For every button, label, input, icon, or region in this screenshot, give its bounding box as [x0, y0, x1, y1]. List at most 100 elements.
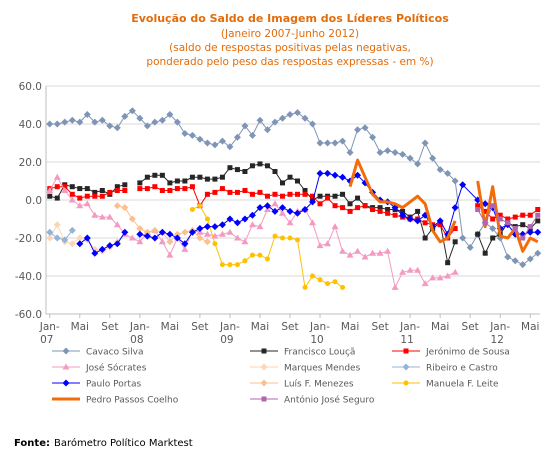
- data-point: [68, 196, 76, 203]
- data-point: [482, 250, 488, 256]
- data-point: [535, 218, 541, 224]
- data-point: [377, 205, 383, 211]
- data-point: [151, 118, 159, 126]
- data-point: [512, 226, 518, 231]
- data-point: [76, 202, 84, 209]
- data-point: [361, 253, 369, 260]
- data-point: [113, 221, 121, 228]
- legend-label: Pedro Passos Coelho: [86, 396, 179, 406]
- data-point: [181, 240, 189, 248]
- y-tick-label: 60.0: [19, 81, 42, 93]
- data-point: [339, 137, 347, 145]
- data-point: [271, 200, 279, 207]
- source-text: Barómetro Político Marktest: [54, 437, 193, 449]
- data-point: [339, 173, 347, 181]
- data-point: [84, 193, 90, 199]
- x-tick-label: Set: [101, 321, 118, 333]
- data-point: [158, 238, 166, 245]
- data-point: [167, 188, 173, 193]
- data-point: [69, 184, 75, 190]
- data-point: [271, 207, 279, 215]
- data-point: [414, 266, 422, 273]
- data-point: [92, 193, 98, 199]
- data-point: [475, 231, 481, 237]
- data-point: [234, 167, 240, 173]
- data-point: [340, 205, 346, 211]
- data-point: [302, 191, 308, 197]
- data-point: [279, 180, 285, 186]
- legend-swatch-marker: [402, 363, 410, 371]
- data-point: [166, 238, 174, 246]
- x-tick-label: Set: [371, 321, 388, 333]
- data-point: [497, 216, 503, 222]
- data-point: [204, 176, 210, 182]
- data-point: [436, 274, 444, 281]
- legend-label: Francisco Louçã: [284, 348, 355, 358]
- legend-item: Ribeiro e Castro: [392, 363, 498, 374]
- data-point: [91, 211, 99, 218]
- data-point: [211, 223, 219, 231]
- data-point: [317, 277, 323, 283]
- x-tick-label: Set: [462, 321, 479, 333]
- data-point: [331, 171, 339, 179]
- legend-label: Marques Mendes: [284, 364, 361, 374]
- data-point: [68, 116, 76, 124]
- data-point: [490, 235, 496, 241]
- data-point: [46, 228, 54, 236]
- data-point: [519, 261, 527, 269]
- data-point: [212, 176, 218, 182]
- series-line: [49, 230, 73, 241]
- data-point: [362, 203, 368, 209]
- legend: Cavaco Silva Francisco Louçã Jerónimo de S…: [52, 347, 510, 406]
- data-point: [256, 204, 264, 212]
- data-point: [459, 234, 467, 242]
- data-point: [316, 169, 324, 177]
- data-point: [451, 204, 459, 212]
- data-point: [257, 189, 263, 195]
- data-point: [406, 215, 414, 223]
- data-point: [451, 177, 459, 185]
- data-point: [391, 149, 399, 156]
- legend-item: José Sócrates: [52, 363, 147, 374]
- data-point: [534, 249, 542, 257]
- data-point: [278, 204, 286, 212]
- y-tick-label: 0.0: [25, 195, 42, 207]
- data-point: [189, 207, 195, 212]
- data-point: [113, 240, 121, 248]
- data-point: [437, 222, 443, 228]
- data-point: [331, 139, 339, 147]
- data-point: [400, 208, 406, 214]
- data-point: [347, 208, 353, 214]
- data-point: [121, 204, 129, 212]
- data-point: [377, 208, 383, 214]
- data-point: [98, 245, 106, 253]
- data-point: [61, 187, 69, 193]
- data-point: [301, 206, 309, 213]
- data-point: [114, 184, 120, 190]
- data-point: [526, 255, 534, 263]
- data-point: [287, 191, 293, 197]
- data-point: [166, 251, 174, 258]
- data-point: [113, 124, 121, 132]
- data-point: [264, 163, 270, 169]
- data-point: [122, 182, 128, 188]
- data-point: [526, 228, 534, 236]
- y-tick-label: 20.0: [19, 157, 42, 169]
- data-point: [302, 284, 308, 290]
- data-point: [287, 174, 293, 180]
- data-point: [444, 169, 452, 177]
- data-point: [248, 131, 256, 139]
- data-point: [257, 161, 263, 167]
- x-tick-label-year: 08: [130, 334, 143, 346]
- data-point: [62, 184, 68, 190]
- data-point: [295, 191, 301, 197]
- y-tick-label: 40.0: [19, 119, 42, 131]
- data-point: [61, 236, 69, 244]
- data-point: [384, 247, 392, 254]
- data-point: [181, 228, 189, 236]
- data-point: [226, 215, 234, 223]
- data-point: [272, 169, 278, 174]
- data-point: [53, 221, 61, 229]
- data-point: [83, 200, 91, 207]
